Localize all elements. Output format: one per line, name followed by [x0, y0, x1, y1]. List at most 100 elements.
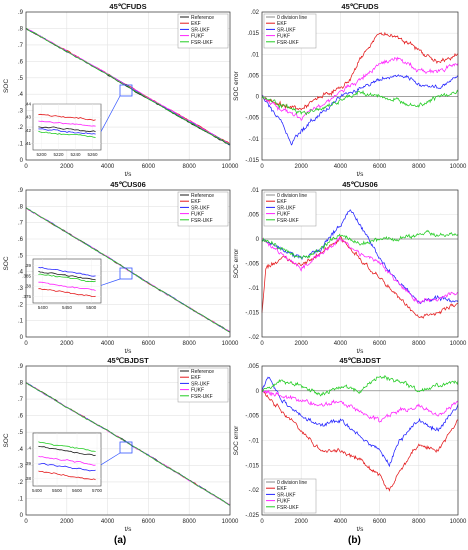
panel-label-b: (b): [348, 535, 361, 546]
legend-entry: 0 division line: [277, 15, 307, 21]
inset-x-tick-label: 5400: [32, 488, 43, 493]
series-line-fukf: [261, 235, 459, 304]
legend-entry: FSR-UKF: [191, 40, 213, 46]
x-tick-label: 2000: [295, 341, 309, 347]
inset-x-tick-label: 5200: [36, 152, 47, 157]
x-axis-label: t/s: [357, 348, 365, 355]
legend-entry: SR-UKF: [191, 205, 210, 211]
inset-y-tick-label: .38: [25, 476, 32, 481]
legend-entry: 0 division line: [277, 480, 307, 486]
y-tick-label: .6: [18, 59, 24, 65]
inset-x-tick-label: 5500: [86, 305, 97, 310]
inset-series-ekf: [38, 288, 96, 297]
inset-y-tick-label: .4: [27, 446, 31, 451]
series-line-fsr-ukf: [261, 229, 459, 259]
inset-series-fsr-ukf: [38, 273, 96, 283]
y-tick-label: -.025: [245, 513, 259, 519]
inset-series-reference: [38, 126, 96, 133]
series-line-ekf: [261, 235, 459, 319]
y-tick-label: .8: [18, 26, 24, 32]
inset-y-tick-label: .41: [25, 141, 32, 146]
inset-y-tick-label: .44: [25, 102, 32, 107]
inset-series-ekf: [38, 113, 96, 121]
y-axis-label: SOC error: [233, 248, 240, 278]
legend-entry: SR-UKF: [277, 205, 296, 211]
zoom-region-box: [119, 84, 133, 97]
plot-frame: [25, 189, 231, 338]
legend-box: [177, 191, 229, 227]
y-tick-label: .8: [18, 381, 24, 387]
y-tick-label: .5: [18, 430, 24, 436]
x-tick-label: 8000: [183, 519, 197, 525]
x-tick-label: 6000: [142, 341, 156, 347]
chart-title: 45℃US06: [110, 180, 146, 189]
x-tick-label: 8000: [412, 519, 426, 525]
x-tick-label: 2000: [60, 519, 74, 525]
y-tick-label: .1: [18, 142, 24, 148]
y-tick-label: 0: [20, 335, 24, 341]
zoom-region-box: [119, 267, 133, 280]
series-line-fsr-ukf: [261, 375, 459, 397]
y-tick-label: 0: [256, 237, 260, 243]
x-tick-label: 0: [260, 341, 264, 347]
inset-y-tick-label: .42: [25, 128, 32, 133]
series-line-fsr-ukf: [25, 382, 231, 506]
y-axis-label: SOC error: [233, 70, 240, 100]
y-tick-label: .015: [247, 31, 259, 37]
x-tick-label: 2000: [295, 164, 309, 170]
x-tick-label: 4000: [101, 341, 115, 347]
chart-err-us06: 0 2000 4000 6000 8000 10000 -.02 -.015 -.01 -.005…: [233, 180, 467, 355]
y-tick-label: .5: [18, 253, 24, 259]
inset-x-tick-label: 5260: [87, 152, 98, 157]
chart-title: 45℃FUDS: [109, 2, 146, 11]
inset-series-fsr-ukf: [38, 130, 96, 138]
y-axis-label: SOC: [3, 79, 10, 93]
y-tick-label: -.005: [245, 262, 259, 268]
y-tick-label: 0: [20, 158, 24, 164]
legend-box: [177, 13, 229, 49]
legend-entry: FUKF: [191, 34, 204, 40]
legend-box: [263, 191, 317, 227]
legend-entry: EKF: [277, 199, 287, 205]
chart-soc-fuds: 0 2000 4000 6000 8000 10000 0 .1 .2 .3 .4 .5 .6 .7 .8.…: [3, 2, 239, 178]
chart-title: 45℃BJDST: [339, 356, 381, 365]
x-tick-label: 4000: [334, 164, 348, 170]
x-tick-label: 4000: [334, 341, 348, 347]
legend-entry: FUKF: [191, 212, 204, 218]
inset-x-tick-label: 5700: [92, 488, 103, 493]
y-tick-label: .005: [247, 73, 259, 79]
inset-series-sr-ukf: [38, 267, 96, 277]
y-tick-label: 0: [256, 95, 260, 101]
x-tick-label: 8000: [412, 164, 426, 170]
series-line-fukf: [261, 56, 459, 121]
y-tick-label: .01: [251, 52, 260, 58]
y-axis-label: SOC: [3, 256, 10, 270]
inset-zoom: 5400 5450 5500 .375 .38 .385 .39: [22, 258, 133, 310]
x-tick-label: 4000: [101, 164, 115, 170]
inset-x-tick-label: 5400: [38, 305, 49, 310]
series-line-fsr-ukf: [25, 27, 231, 145]
y-axis-label: SOC error: [233, 425, 240, 455]
inset-series-ekf: [38, 470, 96, 481]
legend-box: [263, 13, 317, 49]
y-tick-label: .6: [18, 237, 24, 243]
legend-entry: Reference: [191, 15, 214, 21]
legend-entry: FSR-UKF: [277, 40, 299, 46]
y-tick-label: -.01: [249, 439, 260, 445]
y-tick-label: -.015: [245, 311, 259, 317]
series-line-fsr-ukf: [25, 207, 231, 333]
legend-entry: FSR-UKF: [191, 394, 213, 400]
chart-soc-bjdst: 0 2000 4000 6000 8000 10000 0 .1 .2 .3 .4 .5 .6 .7 .8.…: [3, 356, 239, 533]
y-tick-label: 0: [20, 513, 24, 519]
y-tick-label: .1: [18, 319, 24, 325]
inset-zoom: 5200 5220 5240 5260 .41 .42 .43 .44: [25, 84, 133, 157]
y-axis-label: SOC: [3, 433, 10, 447]
inset-series-fukf: [38, 455, 96, 466]
series-line-fukf: [261, 388, 459, 423]
legend-entry: SR-UKF: [277, 27, 296, 33]
series-line-ekf: [261, 31, 458, 111]
inset-series-sr-ukf: [38, 128, 96, 135]
legend-entry: EKF: [277, 486, 287, 492]
